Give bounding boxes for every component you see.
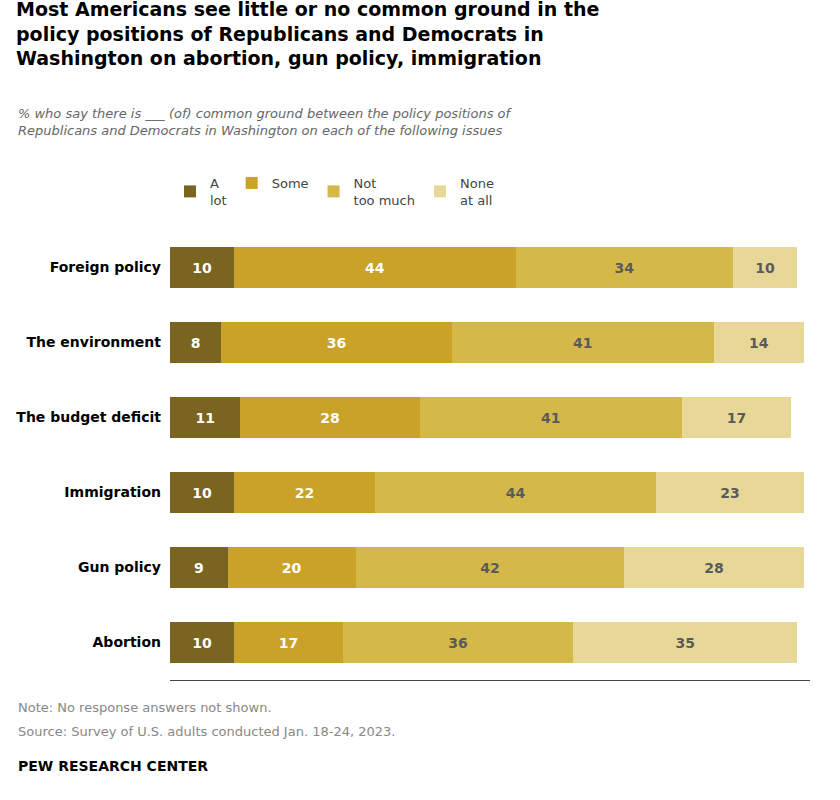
svg-text:Noneat all: Noneat all [460, 176, 494, 208]
svg-text:% who say there is ___ (of) co: % who say there is ___ (of) common groun… [18, 106, 513, 138]
svg-text:8: 8 [191, 335, 201, 351]
svg-text:The budget deficit: The budget deficit [16, 409, 161, 425]
svg-text:10: 10 [192, 485, 212, 501]
svg-text:14: 14 [749, 335, 769, 351]
svg-text:44: 44 [365, 260, 385, 276]
svg-text:22: 22 [295, 485, 314, 501]
svg-text:28: 28 [704, 560, 723, 576]
svg-text:20: 20 [282, 560, 302, 576]
svg-text:42: 42 [480, 560, 499, 576]
svg-text:Most Americans see little or n: Most Americans see little or no common g… [16, 0, 599, 69]
svg-text:Nottoo much: Nottoo much [354, 176, 415, 208]
svg-text:10: 10 [192, 260, 212, 276]
svg-text:17: 17 [727, 410, 746, 426]
svg-text:Source: Survey of U.S. adults: Source: Survey of U.S. adults conducted … [18, 724, 395, 739]
svg-text:Note: No response answers not: Note: No response answers not shown. [18, 700, 272, 715]
svg-text:Abortion: Abortion [93, 634, 161, 650]
svg-text:10: 10 [755, 260, 775, 276]
svg-text:44: 44 [506, 485, 526, 501]
svg-text:9: 9 [194, 560, 204, 576]
svg-text:35: 35 [675, 635, 694, 651]
svg-text:Some: Some [272, 176, 309, 191]
svg-text:Gun policy: Gun policy [78, 559, 161, 575]
svg-text:The environment: The environment [26, 334, 161, 350]
svg-text:17: 17 [279, 635, 298, 651]
svg-text:36: 36 [448, 635, 467, 651]
svg-text:41: 41 [541, 410, 560, 426]
svg-text:11: 11 [195, 410, 214, 426]
svg-text:36: 36 [327, 335, 346, 351]
svg-text:28: 28 [320, 410, 339, 426]
svg-text:Alot: Alot [210, 176, 227, 208]
svg-text:10: 10 [192, 635, 212, 651]
svg-text:PEW RESEARCH CENTER: PEW RESEARCH CENTER [18, 758, 208, 774]
svg-text:Immigration: Immigration [64, 484, 161, 500]
svg-text:23: 23 [720, 485, 739, 501]
svg-text:Foreign policy: Foreign policy [50, 259, 161, 275]
svg-text:41: 41 [573, 335, 592, 351]
svg-text:34: 34 [615, 260, 635, 276]
